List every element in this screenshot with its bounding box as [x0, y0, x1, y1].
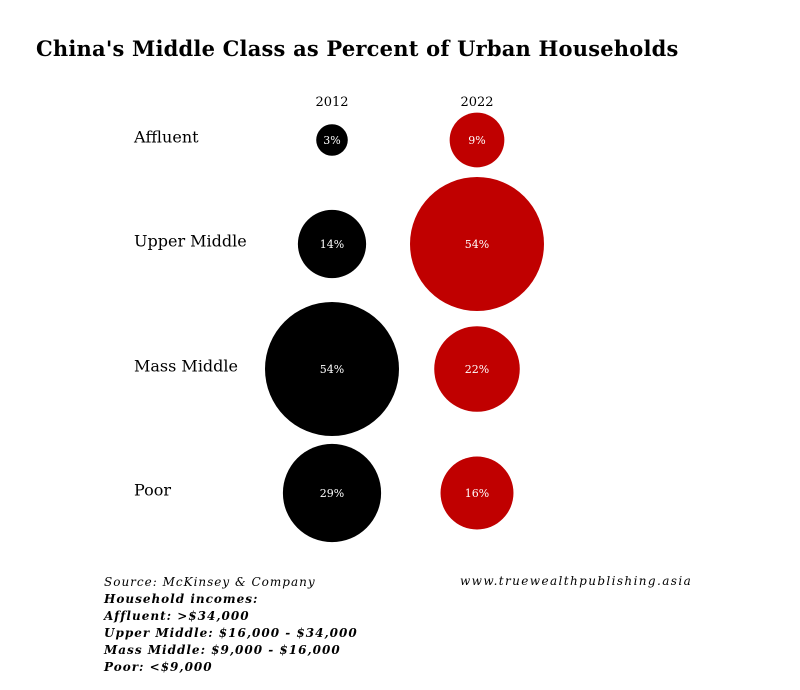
bubble-2012-poor	[282, 443, 382, 543]
incomes-heading: Household incomes:	[104, 592, 259, 606]
row-label-upper-middle: Upper Middle	[134, 232, 247, 251]
footer-notes: Source: McKinsey & Company Household inc…	[104, 574, 358, 676]
bubble-2012-upper-middle	[297, 209, 367, 279]
row-label-poor: Poor	[134, 481, 171, 500]
column-header-2012: 2012	[315, 95, 348, 110]
chart-title: China's Middle Class as Percent of Urban…	[36, 36, 679, 61]
bubble-label-2022-poor: 16%	[465, 487, 489, 500]
bubble-2012-affluent	[316, 124, 348, 156]
bubble-label-2012-mass-middle: 54%	[320, 363, 344, 376]
bubble-label-2022-affluent: 9%	[468, 134, 485, 147]
bubble-2022-upper-middle	[410, 177, 544, 311]
row-label-affluent: Affluent	[133, 128, 199, 147]
source-note: Source: McKinsey & Company	[104, 575, 316, 589]
bubble-2022-affluent	[449, 112, 505, 168]
bubble-2022-mass-middle	[434, 326, 520, 412]
column-header-2022: 2022	[460, 95, 493, 110]
bubble-label-2012-affluent: 3%	[323, 134, 340, 147]
bubble-2012-mass-middle	[265, 302, 399, 436]
bubble-label-2022-upper-middle: 54%	[465, 238, 489, 251]
bubble-2022-poor	[440, 456, 514, 530]
website-credit: www.truewealthpublishing.asia	[460, 574, 693, 588]
bubble-label-2022-mass-middle: 22%	[465, 363, 489, 376]
row-label-mass-middle: Mass Middle	[134, 357, 238, 376]
income-line-poor: Poor: <$9,000	[104, 660, 213, 674]
income-line-mass-middle: Mass Middle: $9,000 - $16,000	[104, 643, 341, 657]
income-line-affluent: Affluent: >$34,000	[104, 609, 250, 623]
bubble-label-2012-poor: 29%	[320, 487, 344, 500]
bubble-label-2012-upper-middle: 14%	[320, 238, 344, 251]
income-line-upper-middle: Upper Middle: $16,000 - $34,000	[104, 626, 358, 640]
